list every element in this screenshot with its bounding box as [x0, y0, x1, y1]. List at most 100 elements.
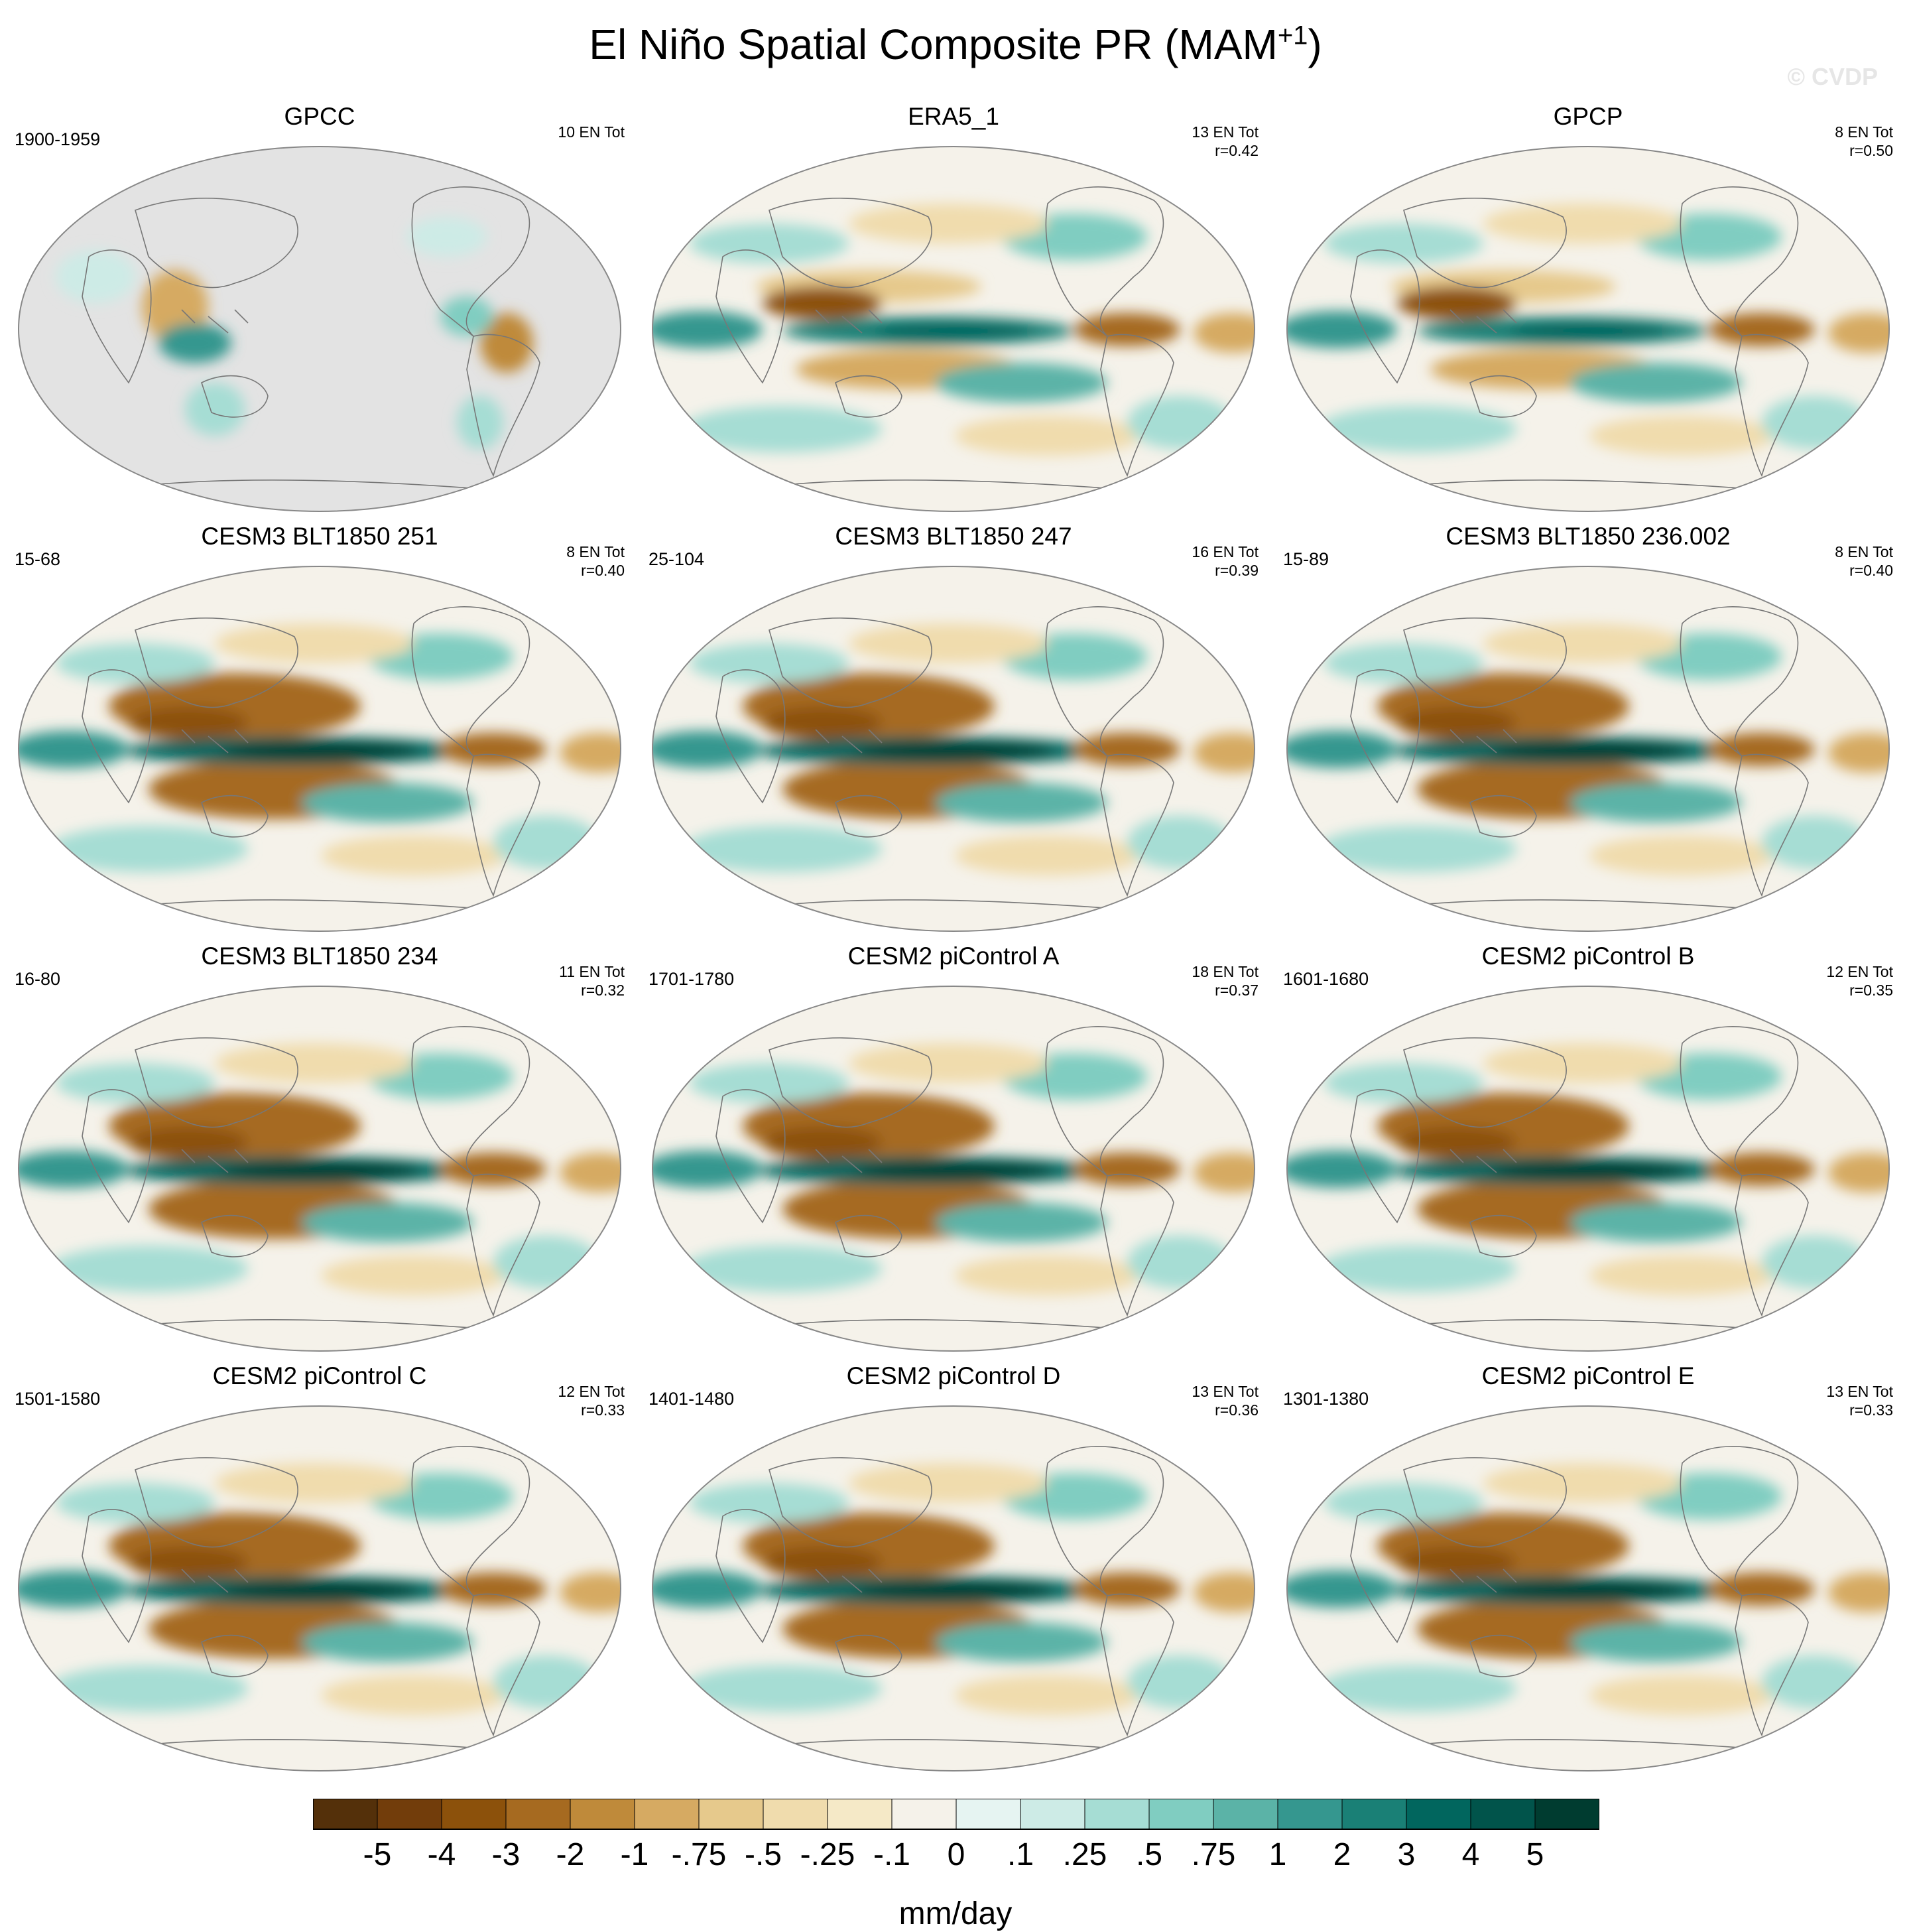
- colorbar-swatch: [891, 1799, 957, 1830]
- southern-dry-patch: [1589, 836, 1775, 875]
- spcz-wet: [301, 1202, 473, 1242]
- equatorial-wet-core: [855, 1581, 1054, 1600]
- north-pacific-dry: [1483, 1043, 1682, 1083]
- panel-title: CESM3 BLT1850 234: [201, 942, 438, 970]
- robinson-map: [18, 566, 621, 932]
- colorbar-swatch: [1213, 1799, 1278, 1830]
- colorbar-tick-label: -2: [556, 1837, 585, 1872]
- north-america-outline: [1045, 606, 1164, 757]
- map-panel: CESM2 piControl E 1301-1380 13 EN Tot r=0.3…: [1276, 1362, 1900, 1780]
- south-atlantic-wet: [493, 1236, 599, 1289]
- panel-stats: 10 EN Tot: [558, 123, 625, 141]
- australia-outline: [201, 1214, 269, 1257]
- atlantic-dry: [1074, 313, 1180, 346]
- panel-title: GPCC: [284, 103, 355, 130]
- indian-ocean-wet: [1287, 1151, 1397, 1188]
- south-america-outline: [1100, 1173, 1174, 1317]
- europe-edge-outline: [1246, 206, 1253, 244]
- colorbar-swatch: [505, 1799, 571, 1830]
- colorbar-tick-label: -1: [621, 1837, 649, 1872]
- colorbar-swatch: [441, 1799, 507, 1830]
- southern-wet-patch: [683, 406, 882, 452]
- panel-pattern-correlation: r=0.33: [1849, 1401, 1893, 1419]
- indian-ocean-wet: [19, 1151, 129, 1188]
- robinson-map: [1286, 566, 1890, 932]
- panel-years: 1301-1380: [1283, 1389, 1369, 1409]
- south-america-outline: [1735, 334, 1809, 478]
- robinson-map: [18, 146, 621, 512]
- maritime-continent-outline: [815, 309, 883, 334]
- indian-ocean-wet: [1287, 311, 1397, 348]
- south-atlantic-wet: [1127, 816, 1233, 869]
- panel-title: CESM2 piControl E: [1481, 1362, 1695, 1389]
- eurasia-outline: [135, 1037, 298, 1128]
- southern-dry-patch: [955, 416, 1140, 456]
- indian-ocean-wet: [652, 1571, 763, 1608]
- indian-ocean-wet: [19, 1571, 129, 1608]
- colorbar-swatch: [1470, 1799, 1536, 1830]
- north-pacific-dry: [849, 1463, 1048, 1503]
- map-panel: CESM2 piControl A 1701-1780 18 EN Tot r=0.3…: [642, 942, 1265, 1360]
- colorbar-swatch: [1534, 1799, 1599, 1830]
- colorbar-tick-label: -4: [428, 1837, 456, 1872]
- panel-title: CESM2 piControl D: [846, 1362, 1061, 1389]
- colorbar-tick-label: .25: [1063, 1837, 1107, 1872]
- europe-edge-outline: [1880, 626, 1888, 664]
- panel-title: CESM2 piControl B: [1481, 942, 1695, 970]
- map-panel: GPCP 8 EN Tot r=0.50: [1276, 103, 1900, 521]
- north-america-outline: [411, 1446, 530, 1596]
- map-border: [652, 146, 1255, 512]
- spcz-wet: [935, 1622, 1107, 1662]
- panel-stats: 8 EN Tot r=0.50: [1835, 123, 1893, 160]
- spcz-wet: [1570, 1622, 1742, 1662]
- europe-edge-outline: [612, 1046, 619, 1084]
- africa-outline: [82, 669, 152, 804]
- panel-stats: 11 EN Tot r=0.32: [559, 962, 625, 999]
- southern-wet-patch: [49, 826, 248, 872]
- maritime-continent-outline: [815, 1569, 883, 1593]
- africa-outline: [715, 1509, 786, 1643]
- atlantic-dry: [1709, 1573, 1815, 1606]
- southern-dry-patch: [1589, 1256, 1775, 1295]
- south-america-outline: [1100, 753, 1174, 897]
- colorbar-tick-label: .75: [1192, 1837, 1236, 1872]
- north-pacific-dry: [215, 1463, 414, 1503]
- panel-pattern-correlation: r=0.37: [1215, 982, 1259, 999]
- map-panel: CESM2 piControl B 1601-1680 12 EN Tot r=0.3…: [1276, 942, 1900, 1360]
- atlantic-dry: [1709, 313, 1815, 346]
- indian-ocean-wet: [1287, 731, 1397, 768]
- panel-pattern-correlation: r=0.39: [1215, 562, 1259, 579]
- australia-outline: [1469, 1634, 1537, 1677]
- southern-dry-patch: [1589, 416, 1775, 456]
- dry-core: [763, 1546, 882, 1579]
- dry-core: [129, 1126, 248, 1159]
- equatorial-wet-core: [221, 741, 420, 760]
- anomaly-blob: [480, 313, 533, 373]
- panel-pattern-correlation: r=0.40: [1849, 562, 1893, 579]
- colorbar-tick-label: 5: [1526, 1837, 1544, 1872]
- map-border: [1286, 1405, 1890, 1771]
- north-america-outline: [411, 606, 530, 757]
- north-america-outline: [1045, 1026, 1164, 1177]
- indian-ocean-wet: [652, 1151, 763, 1188]
- southern-wet-patch: [49, 1665, 248, 1712]
- panel-event-count: 8 EN Tot: [1835, 123, 1893, 141]
- panel-years: 15-89: [1283, 549, 1329, 569]
- panel-title: CESM3 BLT1850 247: [835, 523, 1072, 550]
- atlantic-dry: [1074, 1153, 1180, 1186]
- australia-outline: [835, 795, 902, 838]
- maritime-continent-outline: [181, 1149, 249, 1173]
- maritime-continent-outline: [815, 1149, 883, 1173]
- europe-edge-outline: [1880, 1466, 1888, 1504]
- panel-event-count: 12 EN Tot: [558, 1383, 625, 1400]
- eurasia-outline: [135, 1457, 298, 1548]
- watermark: © CVDP: [1787, 63, 1878, 90]
- europe-edge-outline: [1246, 1466, 1253, 1504]
- colorbar-tick-label: -.5: [745, 1837, 782, 1872]
- panel-pattern-correlation: r=0.36: [1215, 1401, 1259, 1419]
- dry-core: [763, 287, 882, 320]
- north-america-outline: [1045, 1446, 1164, 1596]
- panel-stats: 16 EN Tot r=0.39: [1192, 543, 1259, 580]
- equatorial-wet-core: [221, 1581, 420, 1600]
- maritime-continent-outline: [1449, 309, 1517, 334]
